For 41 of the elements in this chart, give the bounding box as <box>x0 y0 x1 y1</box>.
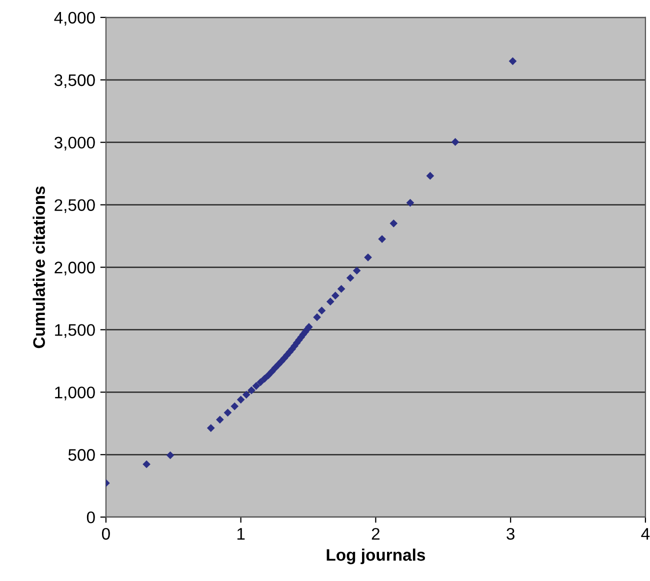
point <box>337 284 346 293</box>
point <box>313 313 321 322</box>
x-tick-label: 2 <box>372 528 380 540</box>
y-tick-label: 4,000 <box>54 12 95 26</box>
x-tick-label: 0 <box>102 528 110 540</box>
point <box>508 57 517 66</box>
x-tick-label: 1 <box>237 528 245 540</box>
x-axis-title: Log journals <box>326 548 426 564</box>
point <box>346 274 354 282</box>
point <box>390 219 398 228</box>
y-tick-label: 3,500 <box>54 74 95 88</box>
point <box>206 424 215 432</box>
point <box>378 235 386 243</box>
point <box>318 306 326 315</box>
point <box>142 460 150 468</box>
point <box>364 253 372 262</box>
point <box>224 408 232 417</box>
point <box>331 292 340 300</box>
y-tick-label: 3,000 <box>54 136 95 151</box>
y-tick-label: 2,500 <box>54 199 95 213</box>
y-tick-label: 0 <box>86 511 95 524</box>
point <box>230 402 239 410</box>
x-tick-label: 4 <box>641 528 650 540</box>
y-tick-label: 1,000 <box>55 386 95 400</box>
point <box>326 298 334 306</box>
x-tick-label: 3 <box>506 528 514 540</box>
point <box>406 198 414 207</box>
point <box>236 396 245 404</box>
y-tick-label: 500 <box>68 449 95 461</box>
point <box>352 266 361 275</box>
y-tick-label: 2,000 <box>54 262 95 276</box>
point <box>256 378 264 386</box>
point <box>242 390 250 399</box>
point <box>426 172 434 180</box>
point <box>451 138 460 146</box>
point <box>216 416 224 424</box>
point <box>252 382 260 390</box>
y-tick-label: 1,500 <box>55 324 95 338</box>
point <box>248 386 256 394</box>
point <box>166 451 174 460</box>
y-axis-title: Cumulative citations <box>32 186 45 348</box>
